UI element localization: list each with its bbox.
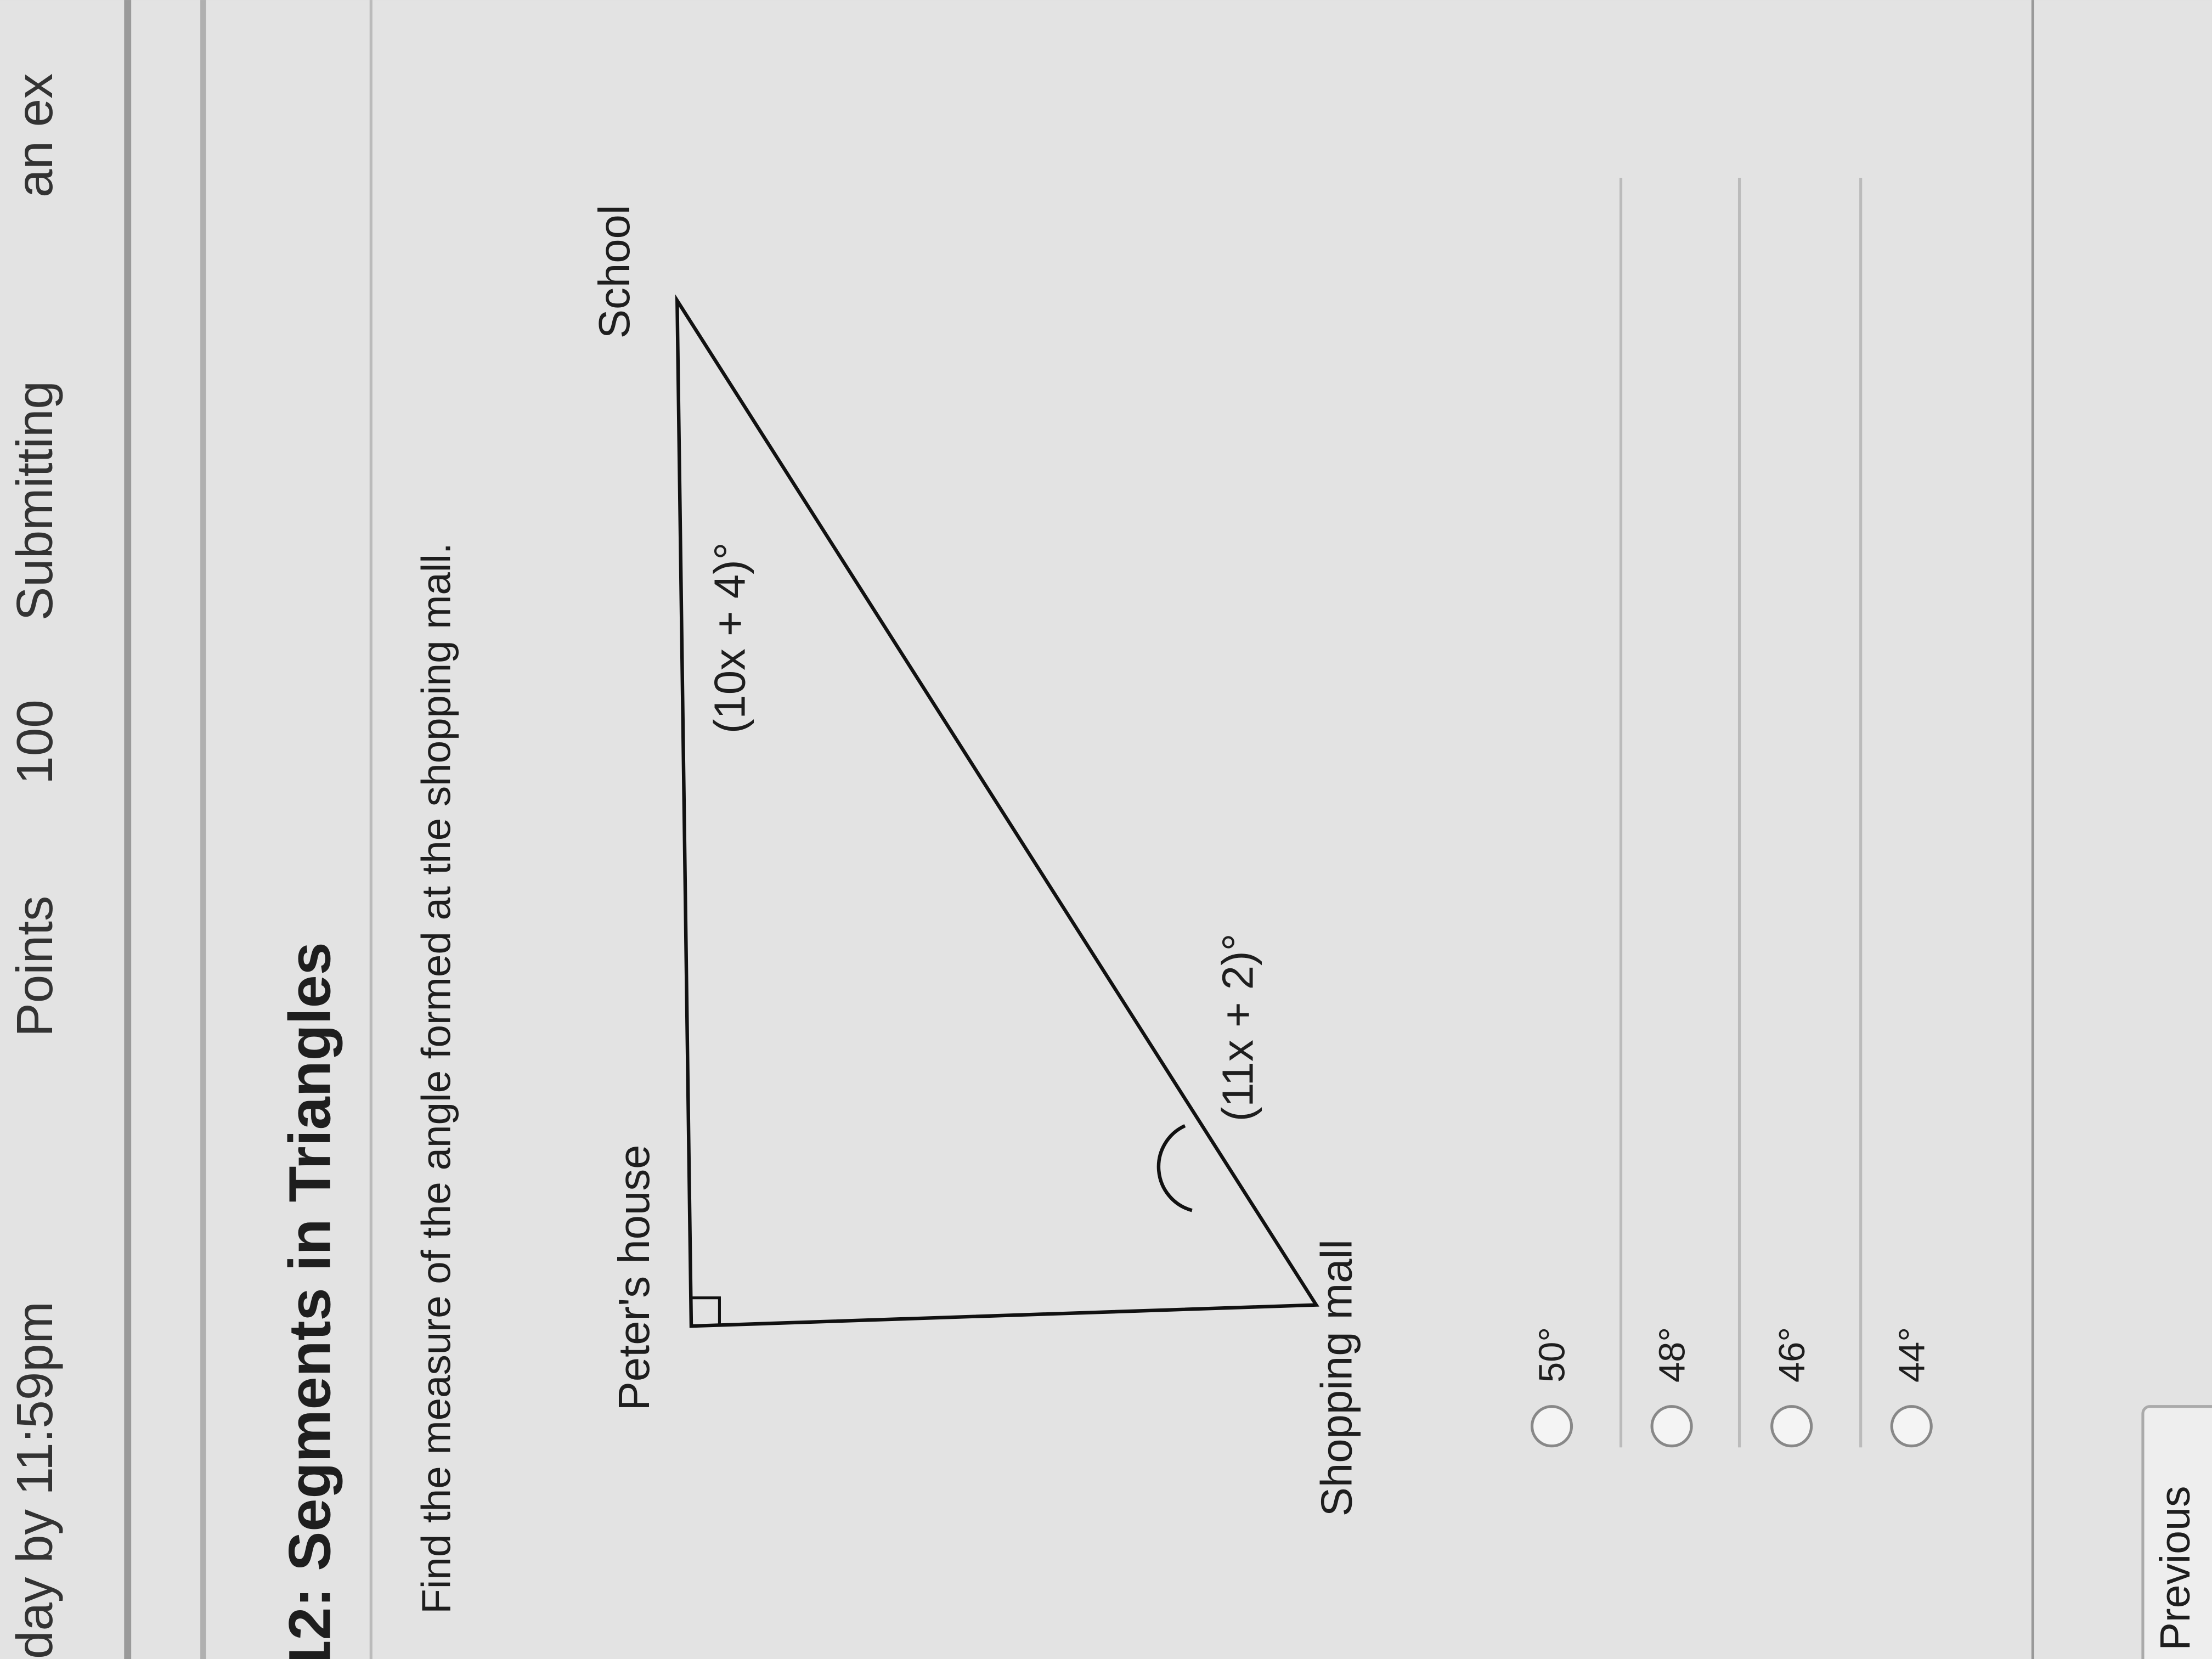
previous-button[interactable]: Previous	[2141, 1405, 2212, 1659]
answer-option[interactable]: 44°	[1869, 1327, 1954, 1448]
answer-option[interactable]: 48°	[1629, 1327, 1714, 1448]
radio-button[interactable]	[1530, 1405, 1573, 1448]
school-label: School	[589, 205, 639, 339]
radio-button[interactable]	[1770, 1405, 1813, 1448]
shopping-mall-label: Shopping mall	[1312, 1239, 1362, 1517]
option-label: 50°	[1530, 1327, 1572, 1383]
answer-option[interactable]: 50°	[1509, 1327, 1594, 1448]
radio-button[interactable]	[1650, 1405, 1693, 1448]
option-label: 44°	[1889, 1327, 1932, 1383]
triangle	[675, 294, 1319, 1328]
option-label: 48°	[1650, 1327, 1692, 1383]
right-angle-mark	[691, 1296, 721, 1327]
divider	[1737, 178, 1741, 1448]
divider	[1619, 178, 1623, 1448]
angle-arc	[1156, 1124, 1193, 1212]
mall-angle-label: (11x + 2)°	[1213, 933, 1263, 1122]
answer-option[interactable]: 46°	[1750, 1327, 1834, 1448]
peter-house-label: Peter's house	[609, 1144, 659, 1411]
divider	[2031, 0, 2034, 1659]
school-angle-label: (10x + 4)°	[705, 542, 755, 734]
radio-button[interactable]	[1890, 1405, 1933, 1448]
option-label: 46°	[1769, 1327, 1812, 1383]
divider	[1859, 178, 1863, 1448]
